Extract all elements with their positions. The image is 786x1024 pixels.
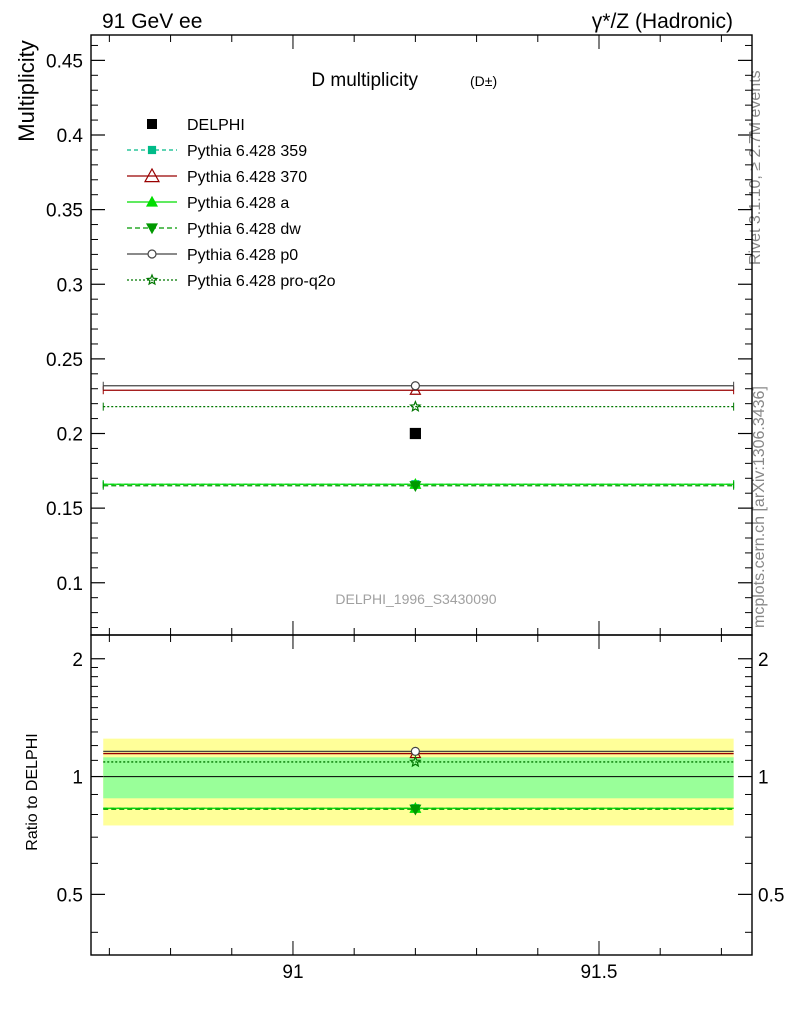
ratio-plot: 91 91.5 0.5 0.5 1 1 2 2: [57, 635, 784, 983]
y-axis-title: Multiplicity: [14, 40, 39, 141]
series-ratio-point: [409, 804, 422, 816]
ratio-tick-label: 2: [72, 650, 83, 671]
y-tick-label: 0.4: [57, 126, 84, 147]
ratio-frame: [90, 634, 753, 956]
ratio-tick-label-right: 1: [758, 768, 769, 789]
y-tick-label: 0.35: [46, 201, 83, 222]
legend-label: Pythia 6.428 370: [187, 169, 307, 186]
data-point: [409, 427, 421, 440]
legend-marker: [147, 249, 157, 259]
series-point: [409, 383, 422, 395]
legend-marker: [145, 223, 159, 235]
y-tick-label: 0.25: [46, 350, 83, 371]
series-ratio-point: [409, 755, 422, 768]
header-left: 91 GeV ee: [102, 10, 202, 33]
ratio-tick-label: 0.5: [57, 885, 83, 906]
ratio-axis-title: Ratio to DELPHI: [24, 733, 41, 850]
legend-label: Pythia 6.428 pro-q2o: [187, 273, 336, 290]
y-tick-label: 0.15: [46, 499, 83, 520]
legend-label: Pythia 6.428 a: [187, 195, 289, 212]
legend-label: Pythia 6.428 359: [187, 143, 307, 160]
plot-title: D multiplicity: [311, 70, 418, 91]
ratio-tick-label-right: 2: [758, 650, 769, 671]
series-ratio-point: [410, 746, 420, 756]
y-tick-label: 0.45: [46, 51, 83, 72]
y-tick-label: 0.2: [57, 425, 83, 446]
x-tick-label: 91: [282, 962, 303, 983]
y-tick-label: 0.3: [57, 275, 83, 296]
header-right: γ*/Z (Hadronic): [592, 10, 733, 33]
series-point: [409, 481, 422, 492]
mcplots-label: mcplots.cern.ch [arXiv:1306.3436]: [751, 386, 768, 628]
legend-marker: [145, 273, 159, 286]
legend-marker-data: [147, 119, 157, 129]
plot-title-suffix: (D±): [470, 73, 497, 89]
x-tick-label: 91.5: [580, 962, 617, 983]
legend-marker: [145, 195, 159, 207]
legend-marker: [147, 145, 157, 155]
y-tick-label: 0.1: [57, 574, 83, 595]
main-plot: 0.1 0.15 0.2 0.25 0.3 0.35 0.4 0.45: [46, 35, 752, 635]
ratio-band-inner: [103, 757, 734, 799]
legend-label-data: DELPHI: [187, 117, 245, 134]
series-point: [409, 400, 422, 412]
legend-label: Pythia 6.428 dw: [187, 221, 301, 238]
ratio-tick-label-right: 0.5: [758, 885, 784, 906]
rivet-label: Rivet 3.1.10, ≥ 2.7M events: [747, 70, 764, 265]
legend: DELPHI Pythia 6.428 359 Pythia 6.428 370 Py…: [127, 117, 336, 290]
series-point: [410, 381, 420, 391]
legend-marker: [143, 167, 161, 183]
ratio-tick-label: 1: [72, 768, 83, 789]
legend-label: Pythia 6.428 p0: [187, 247, 298, 264]
analysis-watermark: DELPHI_1996_S3430090: [335, 591, 496, 607]
